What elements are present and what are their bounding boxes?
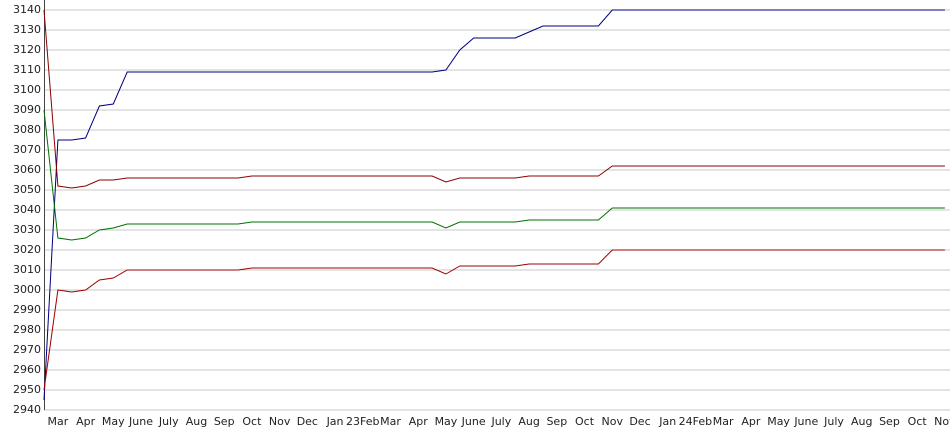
y-tick-label: 2940 [13,403,41,416]
x-tick-label: Apr [409,415,429,428]
x-tick-label: Aug [186,415,207,428]
y-tick-label: 3050 [13,183,41,196]
x-tick-label: Sep [879,415,900,428]
y-tick-label: 3070 [13,143,41,156]
x-tick-label: July [490,415,511,428]
y-tick-label: 3120 [13,43,41,56]
y-tick-label: 2970 [13,343,41,356]
x-tick-label: May [767,415,790,428]
x-tick-label: Nov [934,415,950,428]
y-tick-label: 2990 [13,303,41,316]
y-tick-label: 3030 [13,223,41,236]
x-tick-label: Dec [297,415,318,428]
series-line [43,9,945,401]
x-tick-label: Nov [269,415,291,428]
x-tick-label: Oct [908,415,928,428]
x-tick-label: Mar [47,415,68,428]
x-tick-label: July [158,415,179,428]
x-tick-label: May [435,415,458,428]
y-tick-label: 3110 [13,63,41,76]
x-tick-label: Nov [602,415,624,428]
y-tick-label: 3000 [13,283,41,296]
y-tick-label: 3060 [13,163,41,176]
y-tick-label: 3080 [13,123,41,136]
x-tick-label: July [823,415,844,428]
y-tick-label: 3130 [13,23,41,36]
y-tick-label: 2980 [13,323,41,336]
x-tick-label: June [461,415,486,428]
x-tick-label: Aug [851,415,872,428]
x-tick-label: Apr [741,415,761,428]
x-tick-label: Mar [713,415,734,428]
y-tick-label: 2960 [13,363,41,376]
x-tick-label: Sep [546,415,567,428]
y-tick-label: 2950 [13,383,41,396]
series-line [43,249,945,391]
y-tick-label: 3090 [13,103,41,116]
x-tick-label: Dec [629,415,650,428]
x-tick-label: May [102,415,125,428]
x-tick-label: June [793,415,818,428]
x-tick-label: Apr [76,415,96,428]
x-tick-label: June [128,415,153,428]
y-tick-label: 3020 [13,243,41,256]
x-tick-label: Sep [214,415,235,428]
y-tick-label: 3140 [13,3,41,16]
y-tick-label: 3100 [13,83,41,96]
x-tick-label: Oct [242,415,262,428]
y-tick-label: 3010 [13,263,41,276]
x-tick-label: Aug [518,415,539,428]
series-line [43,109,945,241]
x-tick-label: Oct [575,415,595,428]
x-tick-label: Jan [326,415,344,428]
series-line [43,9,945,189]
y-tick-label: 3040 [13,203,41,216]
x-tick-label: 23Feb [346,415,379,428]
x-tick-label: Mar [380,415,401,428]
x-tick-label: Jan [658,415,676,428]
x-tick-label: 24Feb [679,415,712,428]
